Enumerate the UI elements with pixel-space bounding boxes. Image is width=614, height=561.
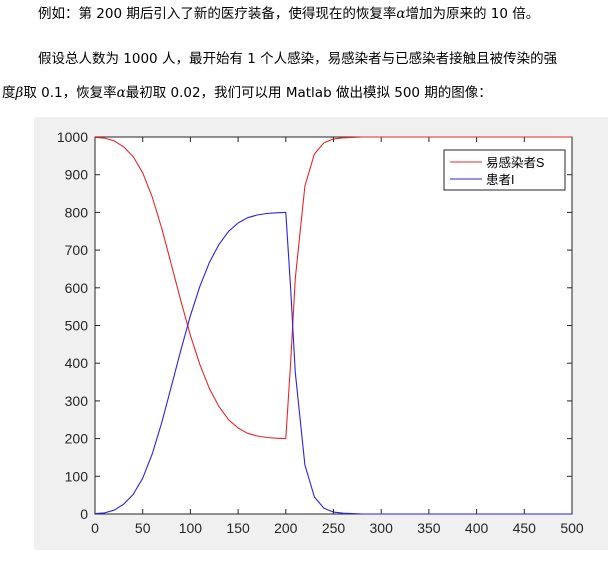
y-tick-label: 700 <box>65 242 89 258</box>
p3-beta: β <box>15 85 24 101</box>
x-tick-label: 250 <box>322 520 346 536</box>
y-tick-label: 900 <box>65 167 89 183</box>
y-tick-label: 500 <box>65 318 89 334</box>
p3-text-b: 取 0.1，恢复率 <box>23 85 117 101</box>
paragraph-3: 度β取 0.1，恢复率α最初取 0.02，我们可以用 Matlab 做出模拟 5… <box>2 83 492 103</box>
x-tick-label: 50 <box>135 520 151 536</box>
matlab-figure: 0 50 100 150 200 250 300 350 400 450 500 0 100 200 300… <box>34 117 608 550</box>
series-line-0 <box>94 136 572 440</box>
series-lines <box>94 136 572 515</box>
x-tick-label: 300 <box>370 520 394 536</box>
y-tick-label: 600 <box>65 280 89 296</box>
p3-text-a: 度 <box>2 85 16 101</box>
y-tick-label: 200 <box>65 431 89 447</box>
sir-chart: 0 50 100 150 200 250 300 350 400 450 500 0 100 200 300… <box>57 129 584 536</box>
x-tick-label: 200 <box>274 520 298 536</box>
x-tick-label: 100 <box>179 520 203 536</box>
legend-box <box>443 149 566 191</box>
y-tick-label: 100 <box>65 468 89 484</box>
paragraph-1: 例如：第 200 期后引入了新的医疗装备，使得现在的恢复率α增加为原来的 10 … <box>38 4 539 24</box>
paragraph-2: 假设总人数为 1000 人，最开始有 1 个人感染，易感染者与已感染者接触且被传… <box>38 49 557 69</box>
y-tick-label: 300 <box>65 393 89 409</box>
legend-label-0: 易感染者S <box>486 155 544 170</box>
p1-text-b: 增加为原来的 10 倍。 <box>405 6 540 22</box>
p1-text-a: 例如：第 200 期后引入了新的医疗装备，使得现在的恢复率 <box>38 6 397 22</box>
x-tick-label: 150 <box>226 520 250 536</box>
plot-area <box>94 136 573 515</box>
y-tick-label: 1000 <box>57 129 88 145</box>
p3-text-c: 最初取 0.02，我们可以用 Matlab 做出模拟 500 期的图像： <box>125 85 492 101</box>
y-tick-label: 800 <box>65 204 89 220</box>
y-tick-label: 400 <box>65 355 89 371</box>
p3-alpha: α <box>116 85 126 101</box>
p2-text: 假设总人数为 1000 人，最开始有 1 个人感染，易感染者与已感染者接触且被传… <box>38 51 558 67</box>
x-tick-label: 450 <box>513 520 537 536</box>
x-tick-label: 400 <box>465 520 489 536</box>
axis-ticks: 0 50 100 150 200 250 300 350 400 450 500 0 100 200 300… <box>57 129 584 536</box>
y-tick-label: 0 <box>80 506 88 522</box>
legend: 易感染者S 患者I <box>443 149 566 191</box>
x-tick-label: 500 <box>560 520 584 536</box>
x-tick-label: 350 <box>417 520 441 536</box>
p1-alpha: α <box>396 6 406 22</box>
x-tick-label: 0 <box>91 520 99 536</box>
legend-label-1: 患者I <box>486 173 514 187</box>
series-line-1 <box>94 211 572 515</box>
